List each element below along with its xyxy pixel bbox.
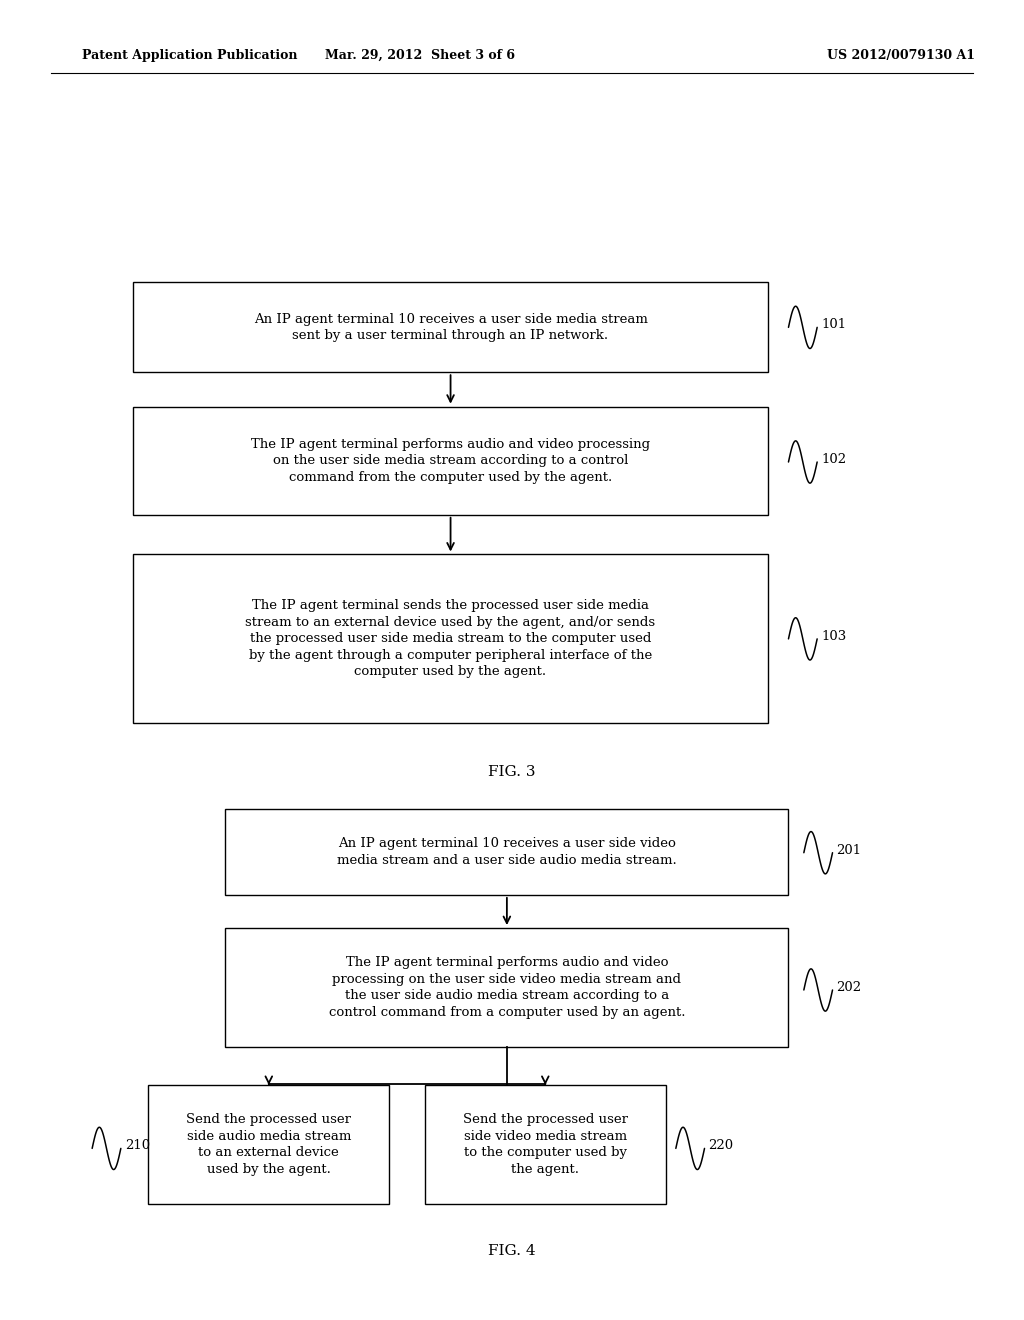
Text: 102: 102 [821,453,847,466]
Text: An IP agent terminal 10 receives a user side media stream
sent by a user termina: An IP agent terminal 10 receives a user … [254,313,647,342]
Text: Mar. 29, 2012  Sheet 3 of 6: Mar. 29, 2012 Sheet 3 of 6 [325,49,515,62]
FancyBboxPatch shape [225,928,788,1047]
Text: Send the processed user
side video media stream
to the computer used by
the agen: Send the processed user side video media… [463,1113,628,1176]
Text: 220: 220 [709,1139,734,1152]
FancyBboxPatch shape [225,809,788,895]
FancyBboxPatch shape [425,1085,666,1204]
Text: 210: 210 [125,1139,151,1152]
Text: FIG. 4: FIG. 4 [488,1245,536,1258]
Text: Send the processed user
side audio media stream
to an external device
used by th: Send the processed user side audio media… [186,1113,351,1176]
Text: The IP agent terminal sends the processed user side media
stream to an external : The IP agent terminal sends the processe… [246,599,655,678]
Text: 101: 101 [821,318,847,331]
FancyBboxPatch shape [148,1085,389,1204]
FancyBboxPatch shape [133,282,768,372]
Text: FIG. 3: FIG. 3 [488,766,536,779]
Text: The IP agent terminal performs audio and video
processing on the user side video: The IP agent terminal performs audio and… [329,956,685,1019]
Text: The IP agent terminal performs audio and video processing
on the user side media: The IP agent terminal performs audio and… [251,438,650,483]
Text: 103: 103 [821,630,847,643]
Text: 202: 202 [837,981,862,994]
Text: An IP agent terminal 10 receives a user side video
media stream and a user side : An IP agent terminal 10 receives a user … [337,837,677,867]
Text: Patent Application Publication: Patent Application Publication [82,49,297,62]
Text: US 2012/0079130 A1: US 2012/0079130 A1 [827,49,975,62]
Text: 201: 201 [837,843,862,857]
FancyBboxPatch shape [133,554,768,723]
FancyBboxPatch shape [133,407,768,515]
